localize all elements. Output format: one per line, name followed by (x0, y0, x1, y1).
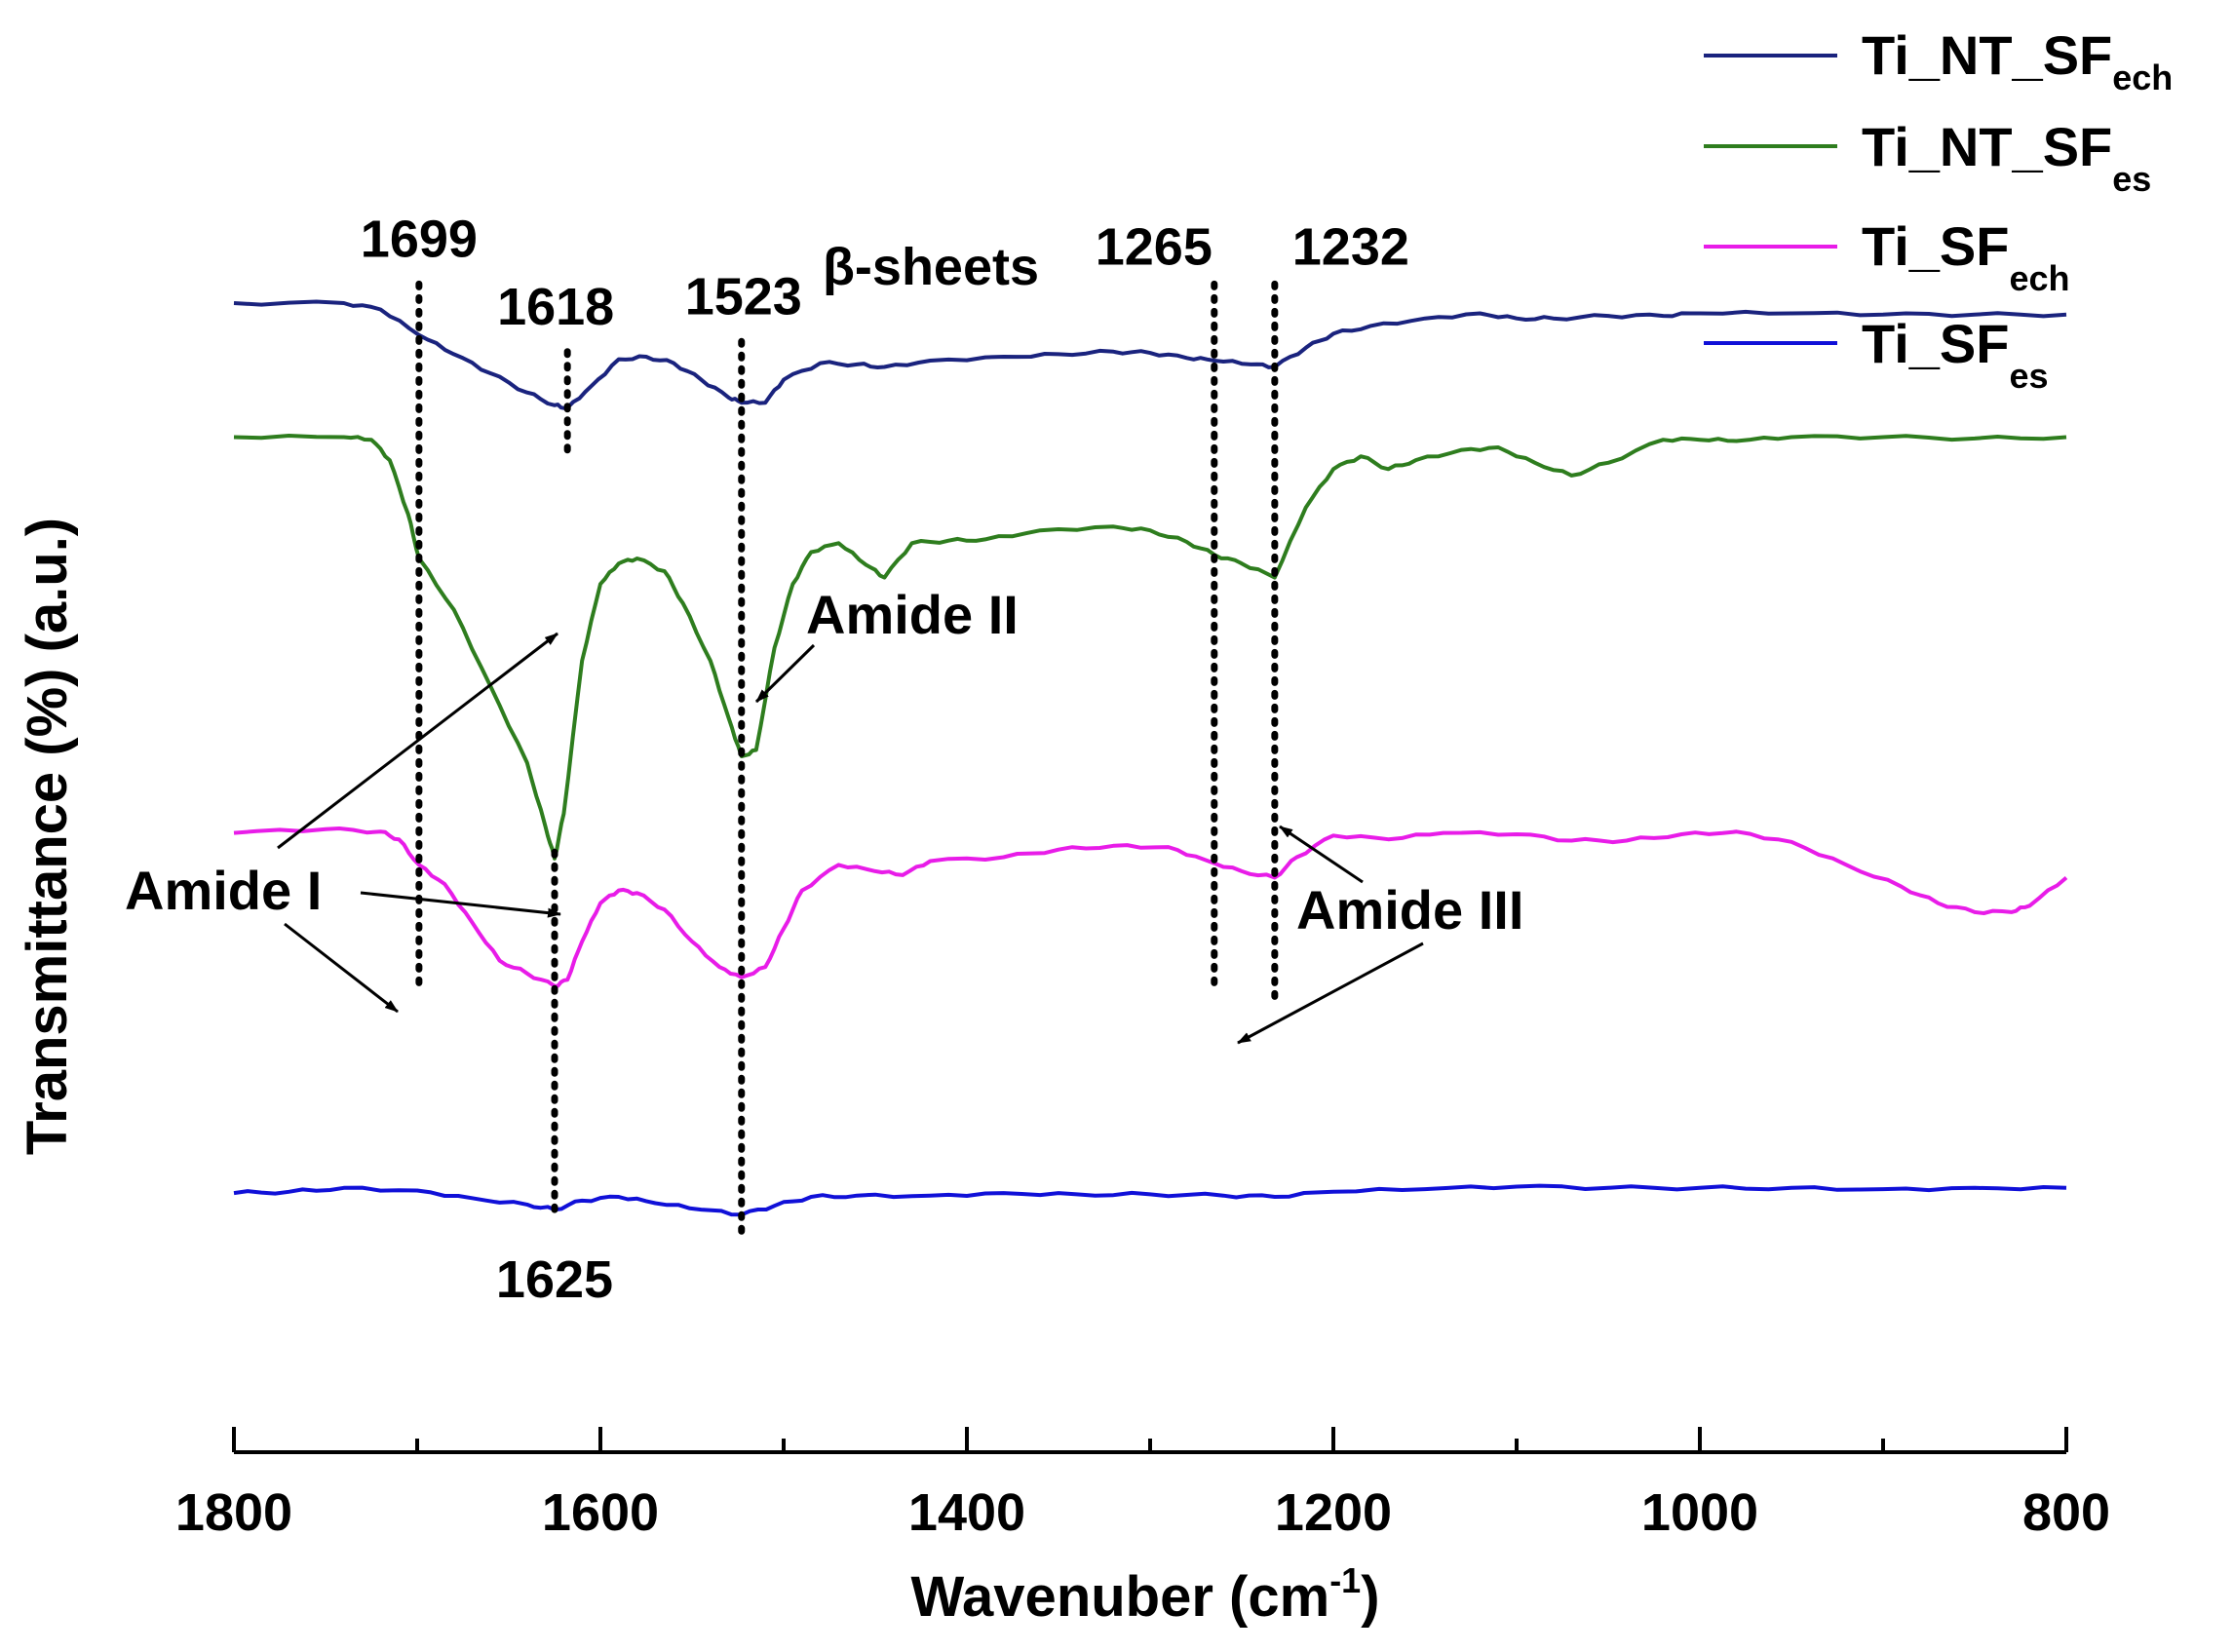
legend-label-3: Ti_SFech (1862, 215, 2070, 298)
series-group (233, 299, 2068, 1217)
series-line-3 (233, 826, 2068, 988)
legend-label-4-sub: es (2009, 356, 2048, 396)
annotation-arrows (277, 632, 1424, 1045)
series-line-1 (233, 299, 2067, 410)
legend-item-2: Ti_NT_SFes (1704, 116, 2151, 199)
peak-label-1699: 1699 (361, 210, 478, 268)
x-tick-label: 1800 (175, 1483, 292, 1542)
legend: Ti_NT_SFech Ti_NT_SFes Ti_SFech Ti_SFes (1704, 24, 2173, 396)
legend-label-3-sub: ech (2009, 258, 2069, 298)
legend-label-2: Ti_NT_SFes (1862, 116, 2151, 199)
x-axis-label-tail: ) (1361, 1565, 1379, 1629)
legend-item-3: Ti_SFech (1704, 215, 2070, 298)
annotation-amide-i: Amide I (125, 860, 322, 921)
x-axis-label: Wavenuber (cm-1) (910, 1560, 1379, 1629)
arrow-amide-i-to-1699 (284, 922, 399, 1014)
x-tick-label: 1000 (1641, 1483, 1758, 1542)
annotation-amide-iii: Amide III (1296, 879, 1523, 941)
legend-label-1-main: Ti_NT_SF (1862, 24, 2112, 86)
annotation-amide-ii: Amide II (806, 584, 1019, 645)
arrow-amide-ii-to-1523 (754, 643, 816, 704)
legend-label-4-main: Ti_SF (1862, 313, 2009, 374)
peak-marker-group: 1699 1618 1625 1523 1265 1232 (361, 210, 1409, 1309)
peak-label-1625: 1625 (496, 1250, 613, 1309)
arrow-amide-iii-to-1232 (1279, 825, 1364, 884)
peak-label-1232: 1232 (1292, 217, 1409, 276)
y-axis-label: Transmittance (%) (a.u.) (16, 518, 79, 1155)
legend-item-4: Ti_SFes (1704, 313, 2049, 396)
legend-label-2-main: Ti_NT_SF (1862, 116, 2112, 177)
peak-label-1265: 1265 (1096, 217, 1213, 276)
peak-label-1523: 1523 (685, 267, 802, 326)
x-axis: 1800 1600 1400 1200 1000 800 (175, 1427, 2110, 1542)
legend-label-4: Ti_SFes (1862, 313, 2049, 396)
x-axis-label-main: Wavenuber (cm (910, 1565, 1329, 1629)
x-axis-label-sup: -1 (1329, 1560, 1361, 1600)
arrow-amide-i-to-1625 (360, 891, 561, 918)
peak-label-1618: 1618 (497, 278, 614, 336)
legend-label-1-sub: ech (2112, 58, 2173, 97)
legend-item-1: Ti_NT_SFech (1704, 24, 2173, 97)
series-line-4 (233, 1183, 2067, 1217)
legend-label-1: Ti_NT_SFech (1862, 24, 2173, 97)
arrow-amide-iii-to-1265 (1237, 941, 1424, 1045)
legend-label-3-main: Ti_SF (1862, 215, 2009, 277)
x-tick-label: 1200 (1275, 1483, 1392, 1542)
annotation-beta-sheets: β-sheets (823, 238, 1039, 296)
series-line-2 (233, 434, 2067, 861)
arrow-amide-i-to-1618 (277, 632, 558, 850)
x-tick-label: 1600 (542, 1483, 659, 1542)
legend-label-2-sub: es (2112, 159, 2151, 199)
x-tick-label: 1400 (908, 1483, 1025, 1542)
x-tick-label: 800 (2022, 1483, 2110, 1542)
